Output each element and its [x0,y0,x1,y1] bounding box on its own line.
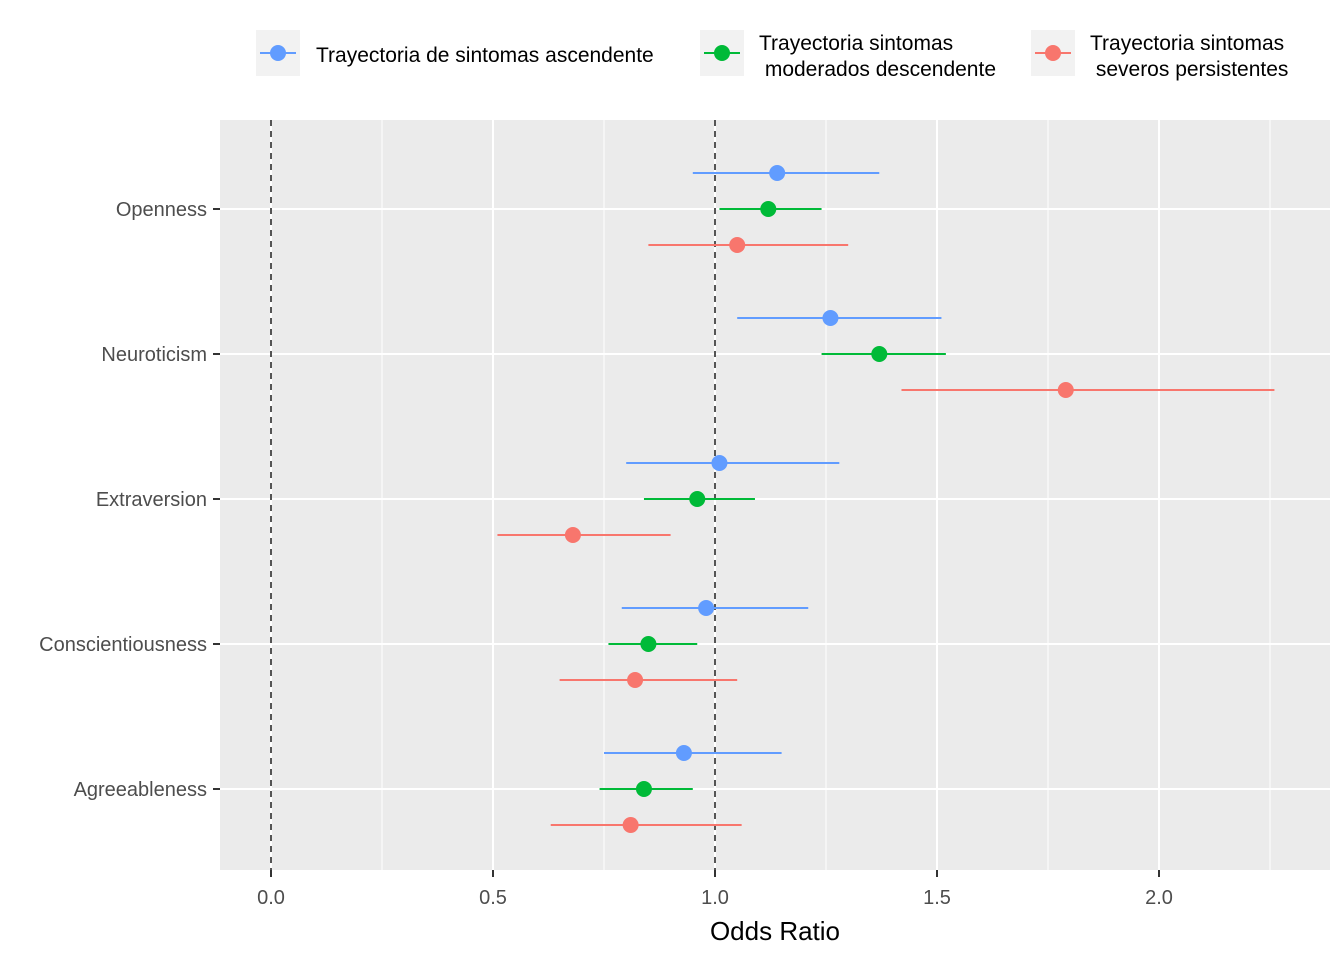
series-1 [599,201,946,797]
data-marks [497,165,1275,833]
legend-key-point [270,45,286,61]
plot-panel [220,120,1330,870]
x-axis-title: Odds Ratio [710,916,840,946]
axes: 0.0 0.5 1.0 1.5 2.0 Openness Neuroticism Extrav… [39,199,1173,909]
legend-label: Trayectoria de sintomas ascendente [316,44,654,67]
series-0 [604,165,942,761]
legend-item-2: Trayectoria sintomas severos persistente… [1031,30,1288,81]
legend-item-1: Trayectoria sintomas moderados descenden… [700,30,996,81]
data-point [729,237,746,253]
y-tick-label: Conscientiousness [39,634,207,656]
y-tick-label: Agreeableness [74,779,207,801]
legend: Trayectoria de sintomas ascendente Trayec… [256,30,1288,81]
data-point [871,346,888,362]
x-tick-label: 1.0 [701,887,729,909]
legend-key-point [714,45,730,61]
legend-label: Trayectoria sintomas severos persistente… [1090,32,1288,81]
y-tick-label: Neuroticism [101,344,207,366]
data-point [622,817,639,833]
legend-label: Trayectoria sintomas moderados descenden… [759,32,996,81]
x-tick-label: 0.0 [257,887,285,909]
data-point [711,455,728,471]
legend-label-line: moderados descendente [759,58,996,81]
data-point [689,491,706,507]
data-point [635,781,652,797]
series-2 [497,237,1275,833]
data-point [769,165,786,181]
y-tick-label: Extraversion [96,489,207,511]
legend-label-line: Trayectoria sintomas [759,32,953,55]
data-point [698,600,715,616]
data-point [822,310,839,326]
legend-key-point [1045,45,1061,61]
legend-label-line: Trayectoria sintomas [1090,32,1284,55]
data-point [1057,382,1074,398]
x-tick-label: 2.0 [1145,887,1173,909]
legend-label-line: severos persistentes [1090,58,1288,81]
data-point [564,527,581,543]
y-tick-label: Openness [116,199,207,221]
data-point [627,672,644,688]
x-tick-label: 0.5 [479,887,507,909]
x-tick-label: 1.5 [923,887,951,909]
data-point [675,745,692,761]
data-point [760,201,777,217]
data-point [640,636,657,652]
legend-item-0: Trayectoria de sintomas ascendente [256,30,654,76]
